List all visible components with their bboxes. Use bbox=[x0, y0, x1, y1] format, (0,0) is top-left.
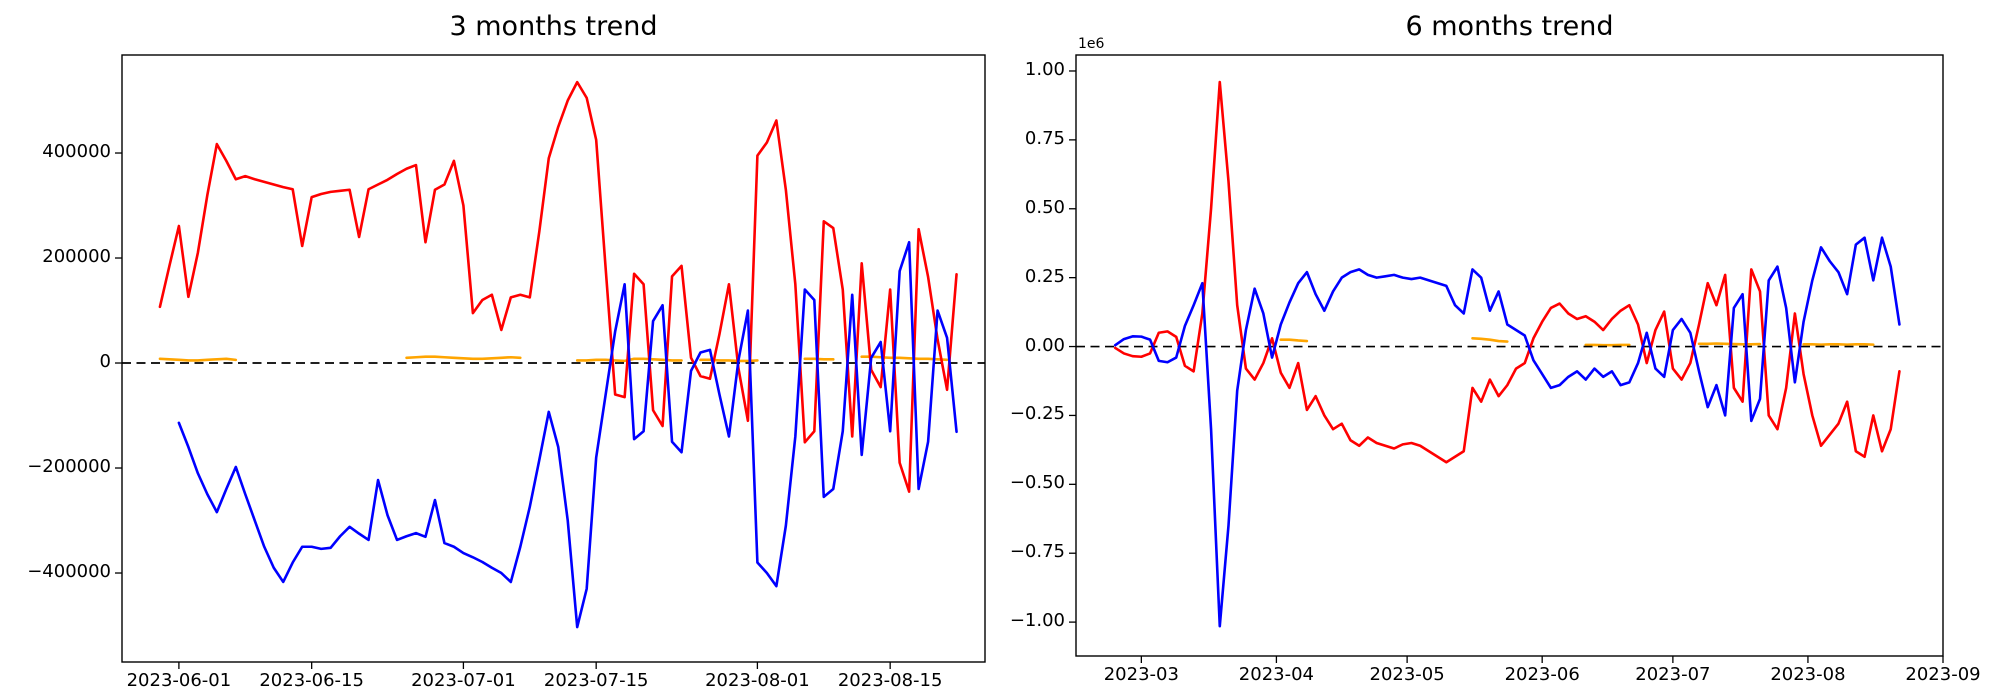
y-tick-label: −0.50 bbox=[1009, 472, 1065, 494]
y-tick-label: −200000 bbox=[27, 456, 111, 477]
y-tick-label: −1.00 bbox=[1009, 610, 1065, 632]
x-tick-label: 2023-09 bbox=[1905, 664, 1981, 685]
y-tick-label: 0.50 bbox=[1024, 196, 1065, 218]
x-tick-label: 2023-06-01 bbox=[126, 670, 232, 691]
x-tick-label: 2023-07-15 bbox=[543, 670, 649, 691]
y-tick-label: −400000 bbox=[27, 561, 111, 582]
axes-border bbox=[121, 54, 986, 663]
x-tick-label: 2023-08 bbox=[1770, 664, 1846, 685]
x-tick-label: 2023-06-15 bbox=[259, 670, 364, 691]
right-chart-title: 6 months trend bbox=[1405, 11, 1614, 42]
blue-line bbox=[1113, 236, 1901, 628]
y-tick-label: 0.75 bbox=[1024, 127, 1065, 149]
x-tick-label: 2023-07 bbox=[1635, 664, 1711, 685]
y-tick-label: 400000 bbox=[42, 141, 111, 163]
x-tick-label: 2023-08-01 bbox=[705, 670, 810, 691]
x-tick-label: 2023-05 bbox=[1369, 664, 1445, 685]
y-tick-label: 1.00 bbox=[1024, 58, 1065, 80]
left-chart-title: 3 months trend bbox=[449, 11, 658, 42]
x-tick-label: 2023-06 bbox=[1504, 664, 1580, 685]
y-tick-label: 200000 bbox=[42, 246, 111, 268]
y-tick-label: −0.25 bbox=[1009, 403, 1065, 425]
x-tick-label: 2023-03 bbox=[1103, 664, 1179, 685]
red-line bbox=[158, 80, 958, 493]
x-tick-label: 2023-07-01 bbox=[411, 670, 516, 691]
y-tick-label: 0.00 bbox=[1024, 334, 1065, 356]
red-line bbox=[1113, 80, 1901, 464]
orange-line bbox=[1279, 336, 1875, 347]
y-tick-label: 0.25 bbox=[1024, 265, 1065, 287]
y-tick-label: 0 bbox=[99, 351, 111, 372]
y-axis-offset-label: 1e6 bbox=[1078, 36, 1105, 52]
x-tick-label: 2023-04 bbox=[1238, 664, 1315, 685]
y-tick-label: −0.75 bbox=[1009, 541, 1065, 563]
axes-border bbox=[1075, 54, 1944, 657]
blue-line bbox=[177, 240, 958, 629]
orange-line bbox=[158, 355, 949, 363]
x-tick-label: 2023-08-15 bbox=[837, 670, 943, 691]
